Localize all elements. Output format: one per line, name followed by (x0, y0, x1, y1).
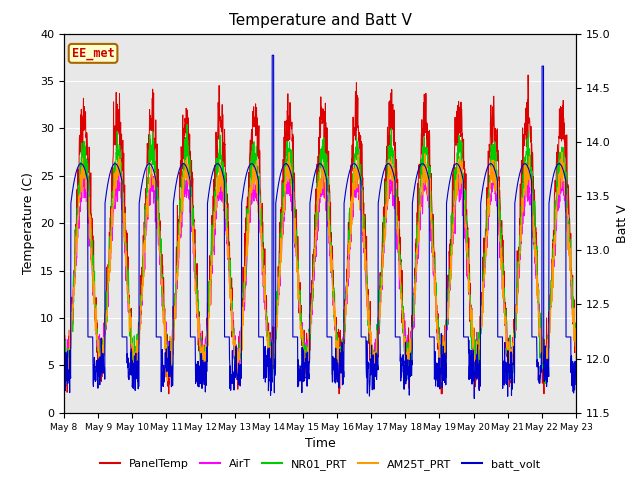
AM25T_PRT (437, 379, 445, 384)
AirT (541, 356, 549, 362)
NR01_PRT (572, 335, 580, 341)
NR01_PRT (541, 381, 549, 386)
X-axis label: Time: Time (305, 437, 335, 450)
batt_volt (346, 168, 354, 174)
AM25T_PRT (335, 359, 342, 365)
Title: Temperature and Batt V: Temperature and Batt V (228, 13, 412, 28)
Text: EE_met: EE_met (72, 47, 115, 60)
Y-axis label: Batt V: Batt V (616, 204, 629, 242)
batt_volt (572, 382, 580, 387)
NR01_PRT (541, 360, 549, 366)
AM25T_PRT (572, 357, 580, 362)
batt_volt (268, 52, 276, 58)
AM25T_PRT (346, 243, 353, 249)
NR01_PRT (346, 214, 354, 219)
AM25T_PRT (203, 329, 211, 335)
Line: batt_volt: batt_volt (64, 55, 576, 398)
PanelTemp (60, 340, 68, 346)
AM25T_PRT (527, 180, 535, 186)
batt_volt (203, 369, 211, 374)
AirT (203, 343, 211, 349)
Line: AM25T_PRT: AM25T_PRT (64, 152, 576, 382)
AirT (572, 335, 580, 341)
batt_volt (60, 364, 68, 370)
NR01_PRT (203, 355, 211, 361)
batt_volt (470, 396, 478, 401)
batt_volt (335, 370, 342, 375)
NR01_PRT (527, 168, 535, 174)
PanelTemp (524, 72, 532, 78)
AirT (507, 370, 515, 375)
AirT (285, 168, 292, 173)
PanelTemp (203, 315, 211, 321)
AM25T_PRT (60, 346, 68, 351)
batt_volt (541, 358, 549, 364)
PanelTemp (527, 134, 535, 140)
NR01_PRT (183, 121, 191, 127)
batt_volt (527, 176, 535, 181)
AirT (346, 243, 354, 249)
batt_volt (468, 351, 476, 357)
Legend: PanelTemp, AirT, NR01_PRT, AM25T_PRT, batt_volt: PanelTemp, AirT, NR01_PRT, AM25T_PRT, ba… (95, 455, 545, 474)
AM25T_PRT (468, 345, 476, 351)
Y-axis label: Temperature (C): Temperature (C) (22, 172, 35, 274)
PanelTemp (165, 391, 173, 396)
NR01_PRT (335, 337, 342, 343)
PanelTemp (572, 339, 580, 345)
AirT (468, 347, 476, 353)
PanelTemp (335, 346, 342, 351)
AM25T_PRT (558, 149, 566, 155)
PanelTemp (541, 349, 549, 355)
Line: AirT: AirT (64, 170, 576, 372)
AM25T_PRT (541, 360, 549, 366)
NR01_PRT (60, 352, 68, 358)
PanelTemp (468, 326, 476, 332)
AirT (527, 191, 535, 197)
Line: PanelTemp: PanelTemp (64, 75, 576, 394)
Line: NR01_PRT: NR01_PRT (64, 124, 576, 384)
AirT (335, 344, 342, 349)
AirT (60, 340, 68, 346)
NR01_PRT (468, 337, 476, 343)
PanelTemp (346, 206, 354, 212)
